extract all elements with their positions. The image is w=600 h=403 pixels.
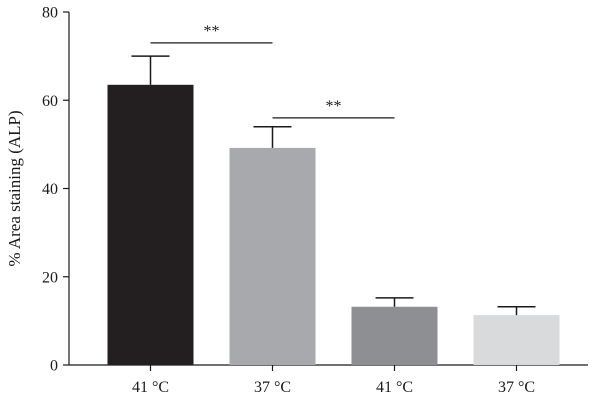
significance-group: ** ** <box>150 23 395 119</box>
y-tick-label: 20 <box>42 269 58 286</box>
bar <box>351 306 438 365</box>
bar <box>107 84 194 366</box>
y-axis-title: % Area staining (ALP) <box>5 110 24 266</box>
y-axis: 0 20 40 60 80 <box>42 5 70 375</box>
error-bars-group <box>131 55 536 316</box>
significance-label: ** <box>326 98 342 115</box>
y-tick-label: 60 <box>42 93 58 110</box>
significance-label: ** <box>204 23 220 40</box>
x-tick-label: 41 °C <box>376 379 413 396</box>
y-tick-label: 40 <box>42 181 58 198</box>
bar <box>229 147 316 365</box>
y-tick-label: 0 <box>50 358 58 375</box>
x-axis: 41 °C 37 °C 41 °C 37 °C <box>69 364 588 396</box>
x-tick-label: 41 °C <box>132 379 169 396</box>
y-tick-label: 80 <box>42 5 58 22</box>
x-tick-label: 37 °C <box>254 379 291 396</box>
bars-group <box>107 84 560 366</box>
bar <box>473 315 560 365</box>
x-tick-label: 37 °C <box>498 379 535 396</box>
